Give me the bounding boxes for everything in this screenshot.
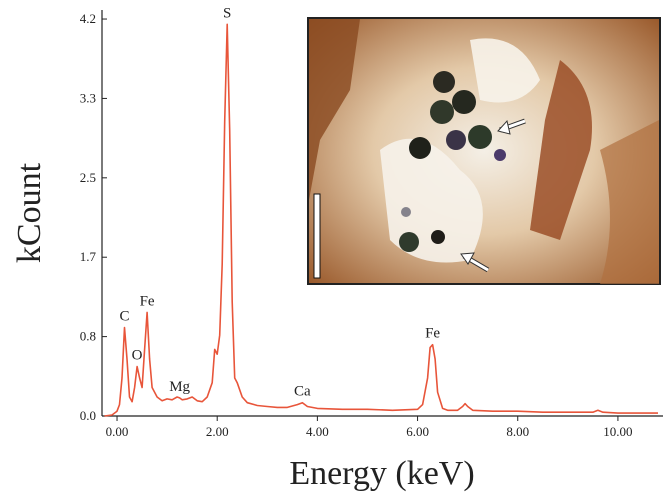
peak-label: O <box>132 348 143 364</box>
spectrum-line <box>104 23 658 417</box>
x-tick-label: 10.00 <box>603 424 632 439</box>
x-tick-label: 2.00 <box>206 424 229 439</box>
x-axis-title: Energy (keV) <box>289 455 474 492</box>
y-tick-label: 3.3 <box>80 90 96 105</box>
x-tick-label: 6.00 <box>406 424 429 439</box>
y-axis-title: kCount <box>11 162 48 263</box>
inset-micrograph <box>307 17 661 285</box>
peak-label: Fe <box>425 326 440 342</box>
y-tick-label: 0.0 <box>80 408 96 423</box>
x-tick-label: 0.00 <box>106 424 129 439</box>
y-tick-label: 0.8 <box>80 329 96 344</box>
x-tick-label: 8.00 <box>506 424 529 439</box>
y-tick-label: 2.5 <box>80 170 96 185</box>
y-tick-label: 1.7 <box>80 249 97 264</box>
x-tick-label: 4.00 <box>306 424 329 439</box>
peak-label: Fe <box>140 293 155 309</box>
peak-label: Ca <box>294 384 311 400</box>
peak-label: Mg <box>169 379 190 395</box>
peak-label: S <box>223 5 231 21</box>
y-tick-label: 4.2 <box>80 11 96 26</box>
peak-label: C <box>120 309 130 325</box>
